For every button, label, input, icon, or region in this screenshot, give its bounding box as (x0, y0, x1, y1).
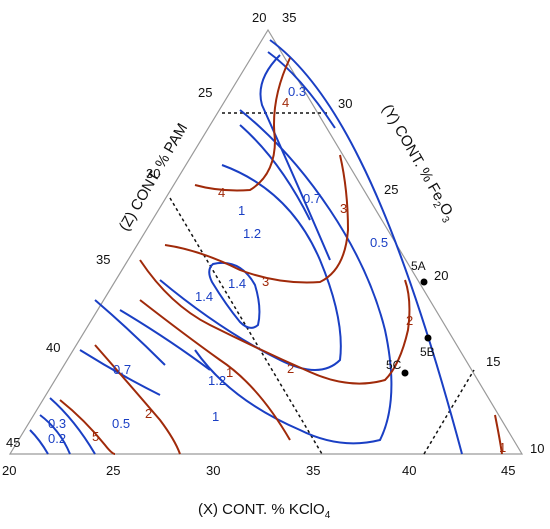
red-contour-label: 4 (282, 95, 289, 110)
blue-contour-label: 0.5 (112, 416, 130, 431)
point-label-5c: 5C (386, 358, 402, 372)
x-tick-label: 45 (501, 463, 515, 478)
blue-contour-line (29, 429, 49, 455)
data-point-5a (420, 278, 428, 286)
blue-contour-line (39, 414, 71, 455)
y-tick-label: 10 (530, 441, 544, 456)
z-tick-label: 30 (146, 166, 160, 181)
dashed-limit-line (423, 369, 475, 455)
z-axis-title: (Z) CONT. % PAM (116, 120, 191, 234)
blue-contour-label: 0.7 (113, 362, 131, 377)
point-label-5a: 5A (411, 259, 426, 273)
red-contour-label: 4 (218, 185, 225, 200)
red-contour-label: 3 (262, 274, 269, 289)
red-contour-line (164, 154, 350, 284)
z-tick-label: 40 (46, 340, 60, 355)
blue-contour-label: 0.3 (288, 84, 306, 99)
x-tick-label: 40 (402, 463, 416, 478)
x-tick-label: 25 (106, 463, 120, 478)
y-tick-label: 15 (486, 354, 500, 369)
blue-contour-line (119, 309, 211, 371)
blue-contour-label: 1 (212, 409, 219, 424)
z-tick-label: 35 (96, 252, 110, 267)
red-contour-line (59, 399, 116, 455)
z-tick-label: 20 (252, 10, 266, 25)
blue-contour-label: 0.7 (303, 191, 321, 206)
y-tick-label: 25 (384, 182, 398, 197)
blue-contour-label: 1 (238, 203, 245, 218)
blue-contour-line (259, 54, 331, 261)
blue-contour-label: 1.2 (243, 226, 261, 241)
red-contour-label: 3 (340, 201, 347, 216)
blue-contour-line (49, 397, 96, 455)
x-tick-label: 20 (2, 463, 16, 478)
blue-contour-label: 1.2 (208, 373, 226, 388)
red-contour-line (139, 299, 291, 441)
data-point-5c (401, 369, 409, 377)
blue-contour-line (239, 124, 311, 221)
x-tick-label: 30 (206, 463, 220, 478)
blue-contour-line (267, 51, 336, 129)
red-contour-line (94, 344, 181, 455)
data-point-5b (424, 334, 432, 342)
dashed-limit-line (169, 197, 323, 455)
red-contour-label: 2 (287, 361, 294, 376)
blue-contour-line (208, 262, 261, 329)
x-tick-label: 35 (306, 463, 320, 478)
blue-contour-label: 1.4 (228, 276, 246, 291)
y-tick-label: 35 (282, 10, 296, 25)
red-contour-line (194, 57, 291, 192)
red-contour-line (494, 414, 503, 455)
red-contour-label: 1 (499, 440, 506, 455)
red-contour-line (139, 259, 411, 385)
blue-contour-line (159, 164, 342, 371)
red-contour-label: 5 (92, 429, 99, 444)
y-tick-label: 30 (338, 96, 352, 111)
blue-contour-line (194, 109, 393, 445)
z-tick-label: 45 (6, 435, 20, 450)
blue-contour-label: 0.3 (48, 416, 66, 431)
y-tick-label: 20 (434, 268, 448, 283)
x-axis-title: (X) CONT. % KClO4 (198, 501, 331, 521)
point-label-5b: 5B (420, 345, 435, 359)
z-tick-label: 25 (198, 85, 212, 100)
blue-contour-line (269, 39, 463, 455)
red-contour-label: 2 (406, 313, 413, 328)
blue-contour-label: 0.5 (370, 235, 388, 250)
y-axis-title: (Y) CONT. % Fe2O3 (376, 102, 459, 226)
red-contour-label: 1 (226, 365, 233, 380)
blue-contour-line (94, 299, 166, 366)
blue-contour-label: 0.2 (48, 431, 66, 446)
red-contour-label: 2 (145, 406, 152, 421)
blue-contour-label: 1.4 (195, 289, 213, 304)
